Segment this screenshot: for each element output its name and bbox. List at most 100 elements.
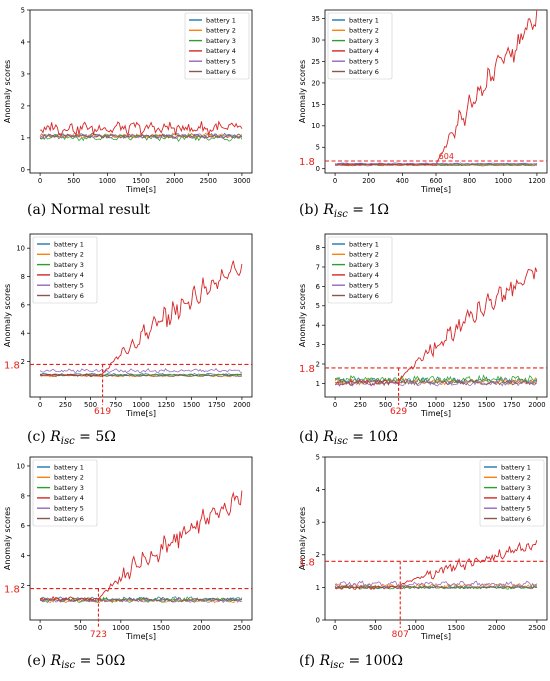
legend: battery 1 battery 2 battery 3 battery 4 batt… [479, 459, 545, 527]
legend-box [32, 236, 98, 304]
plot-area [334, 10, 538, 167]
onset-label: 807 [392, 630, 409, 640]
y-tick-label: 10 [16, 462, 25, 470]
series-line-battery-5 [334, 379, 538, 387]
y-tick-label: 4 [316, 322, 320, 330]
x-tick-label: 1000 [407, 624, 424, 632]
threshold-label: 1.8 [299, 557, 315, 568]
subplot-f: 0 500 1000 1500 2000 2500 0 1 2 3 4 5 Time[s] Anomaly… [298, 453, 548, 671]
x-tick-label: 1000 [112, 624, 129, 632]
series-line-battery-5 [39, 367, 242, 374]
legend-label: battery 5 [206, 58, 236, 66]
x-tick-label: 250 [59, 401, 72, 409]
x-tick-label: 1000 [427, 401, 444, 409]
legend-box [32, 459, 98, 527]
x-tick-label: 200 [362, 177, 375, 185]
x-tick-label: 1750 [208, 401, 225, 409]
y-tick-label: 2 [21, 358, 25, 366]
x-tick-label: 0 [38, 401, 42, 409]
series-line-battery-6 [335, 378, 538, 387]
y-axis-label: Anomaly scores [3, 507, 12, 570]
legend-box [327, 12, 393, 80]
x-tick-label: 2500 [528, 624, 545, 632]
y-tick-label: 25 [311, 58, 320, 66]
x-tick-label: 2500 [200, 177, 217, 185]
x-tick-label: 0 [333, 624, 337, 632]
x-tick-label: 1000 [132, 401, 149, 409]
caption-main: R [50, 653, 62, 669]
x-tick-label: 1500 [132, 177, 149, 185]
caption-prefix: (c) [27, 429, 50, 445]
legend: battery 1 battery 2 battery 3 battery 4 batt… [327, 236, 393, 304]
caption-prefix: (b) [299, 202, 323, 218]
legend-label: battery 4 [501, 494, 531, 502]
x-tick-label: 2000 [233, 401, 250, 409]
caption-main: Normal result [51, 202, 151, 218]
y-tick-label: 6 [21, 301, 25, 309]
legend-label: battery 3 [206, 37, 236, 45]
legend-label: battery 6 [54, 292, 84, 300]
y-tick-label: 2 [316, 551, 320, 559]
x-tick-label: 1750 [503, 401, 520, 409]
y-tick-label: 4 [21, 38, 25, 46]
plot-frame [29, 456, 253, 621]
y-tick-label: 3 [316, 341, 320, 349]
legend-label: battery 6 [206, 68, 236, 76]
series-line-battery-4 [40, 120, 243, 137]
legend-label: battery 3 [349, 37, 379, 45]
y-tick-label: 0 [21, 166, 25, 174]
legend-label: battery 5 [54, 282, 84, 290]
x-tick-label: 750 [109, 401, 122, 409]
x-axis-label: Time[s] [125, 632, 156, 641]
onset-label: 629 [390, 407, 407, 417]
legend-box [184, 12, 250, 80]
x-tick-label: 0 [38, 177, 42, 185]
x-tick-label: 1200 [528, 177, 545, 185]
caption-subscript: isc [61, 436, 75, 447]
subplot-caption: (c) Risc = 5Ω [27, 429, 116, 447]
y-tick-label: 4 [316, 486, 320, 494]
y-tick-label: 8 [21, 273, 25, 281]
y-tick-label: 8 [21, 492, 25, 500]
series-line-battery-5 [334, 580, 538, 588]
legend-label: battery 4 [206, 47, 236, 55]
y-tick-label: 3 [21, 70, 25, 78]
x-tick-label: 1500 [183, 401, 200, 409]
y-tick-label: 35 [311, 15, 320, 23]
y-tick-label: 1 [316, 584, 320, 592]
subplot-caption: (b) Risc = 1Ω [299, 202, 389, 220]
caption-suffix: = 100Ω [344, 653, 403, 669]
y-tick-label: 4 [21, 552, 25, 560]
legend: battery 1 battery 2 battery 3 battery 4 batt… [32, 459, 98, 527]
legend-label: battery 4 [349, 47, 379, 55]
series-line-battery-6 [335, 585, 537, 590]
subplot-caption: (f) Risc = 100Ω [299, 653, 403, 671]
x-tick-label: 0 [333, 401, 337, 409]
legend-label: battery 6 [349, 68, 379, 76]
y-tick-label: 2 [21, 582, 25, 590]
x-tick-label: 600 [430, 177, 443, 185]
y-tick-label: 0 [316, 165, 320, 173]
legend-label: battery 3 [349, 261, 379, 269]
caption-prefix: (e) [27, 653, 51, 669]
x-tick-label: 500 [67, 177, 80, 185]
plot-frame [324, 456, 548, 621]
legend-label: battery 6 [54, 515, 84, 523]
caption-suffix: = 50Ω [75, 653, 125, 669]
legend-label: battery 3 [54, 484, 84, 492]
x-tick-label: 750 [404, 401, 417, 409]
threshold-label: 1.8 [299, 364, 315, 375]
y-axis-label: Anomaly scores [298, 507, 307, 570]
plot-area [39, 490, 243, 604]
legend-label: battery 3 [54, 261, 84, 269]
caption-suffix: = 1Ω [348, 202, 389, 218]
x-tick-label: 3000 [233, 177, 250, 185]
caption-suffix: = 5Ω [75, 429, 116, 445]
series-line-battery-2 [334, 582, 538, 589]
y-axis-label: Anomaly scores [3, 284, 12, 347]
onset-label: 619 [94, 407, 111, 417]
y-tick-label: 20 [311, 79, 320, 87]
x-tick-label: 2000 [193, 624, 210, 632]
plot-area [334, 267, 538, 387]
legend-label: battery 4 [54, 494, 84, 502]
